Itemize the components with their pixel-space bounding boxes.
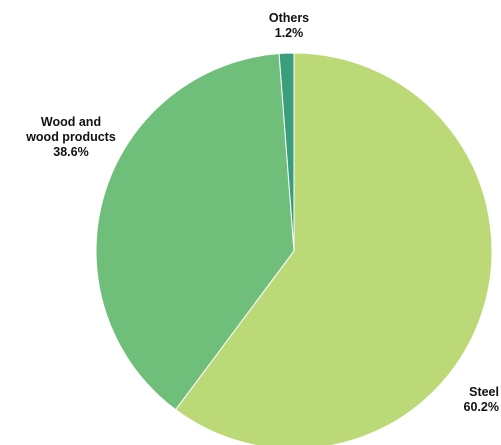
slice-label-others: Others 1.2% (249, 11, 329, 41)
pie-slice-wood (95, 53, 295, 411)
slice-name-wood-line1: Wood and (40, 115, 102, 129)
slice-name-steel: Steel (469, 385, 499, 399)
slice-name-wood-line2: wood products (26, 130, 116, 144)
pie-slice-steel (174, 52, 493, 445)
slice-percent-steel: 60.2% (463, 400, 499, 414)
pie-slice-others (278, 52, 295, 252)
slice-percent-others: 1.2% (274, 26, 304, 40)
slice-label-steel: Steel 60.2% (464, 385, 499, 415)
slice-percent-wood: 38.6% (53, 145, 89, 159)
slice-label-wood: Wood and wood products 38.6% (6, 115, 136, 160)
slice-name-others: Others (268, 11, 310, 25)
